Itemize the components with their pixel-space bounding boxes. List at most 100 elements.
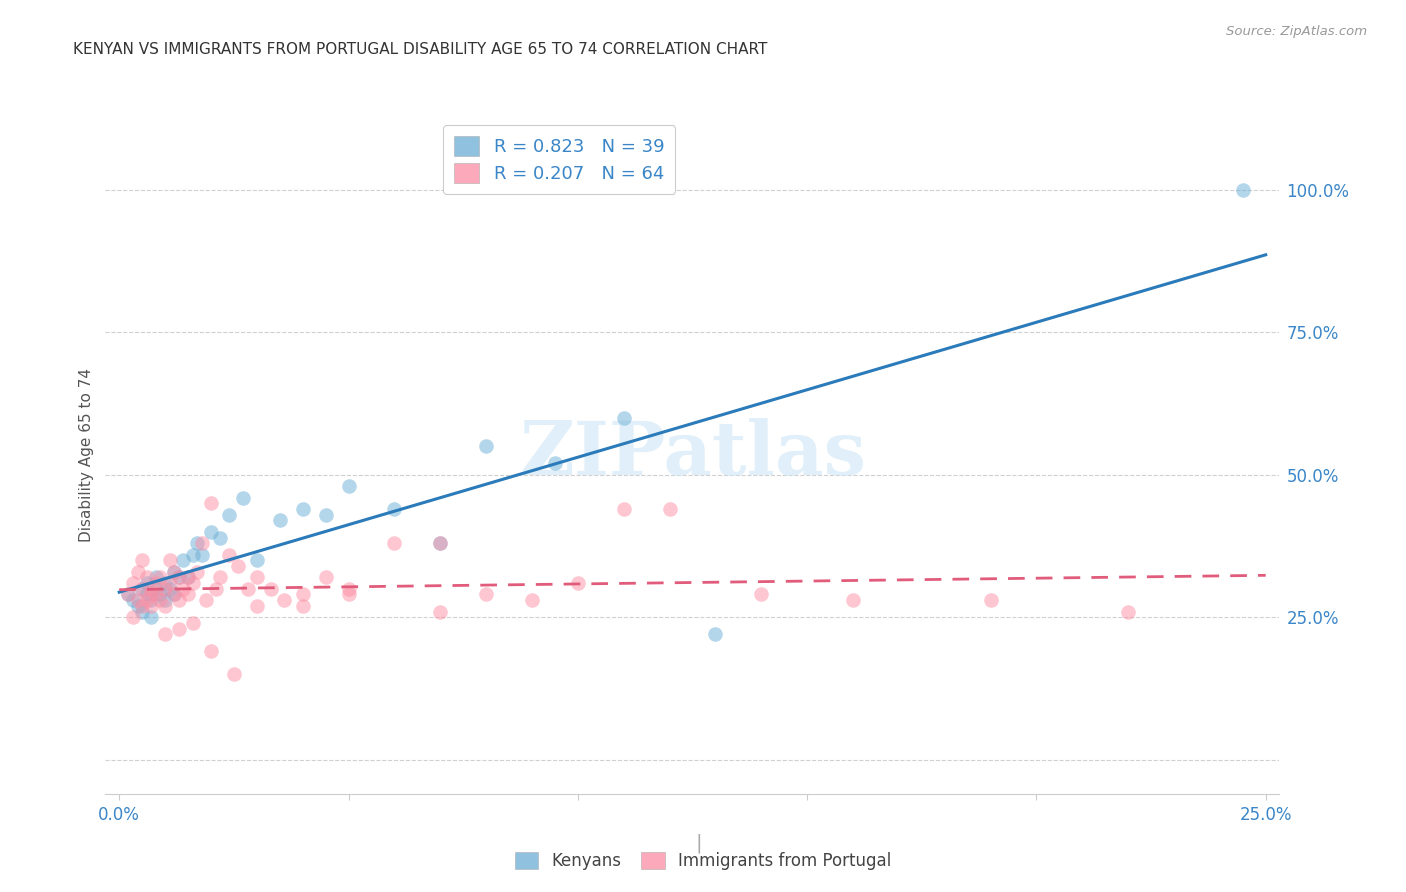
Point [842, 593, 865, 607]
Point [232, 491, 254, 505]
Point [1232, 183, 1254, 197]
Point [172, 582, 194, 596]
Point [259, 582, 281, 596]
Point [382, 502, 405, 516]
Point [337, 479, 360, 493]
Point [135, 587, 157, 601]
Point [269, 513, 291, 527]
Point [209, 531, 232, 545]
Point [704, 627, 727, 641]
Point [186, 565, 208, 579]
Point [153, 627, 176, 641]
Point [236, 582, 259, 596]
Point [135, 570, 157, 584]
Point [141, 599, 163, 613]
Point [200, 644, 222, 658]
Point [315, 508, 337, 522]
Point [167, 622, 190, 636]
Point [117, 587, 139, 601]
Point [429, 536, 451, 550]
Point [177, 587, 200, 601]
Legend: Kenyans, Immigrants from Portugal: Kenyans, Immigrants from Portugal [508, 845, 898, 877]
Point [159, 582, 181, 596]
Legend: R = 0.823   N = 39, R = 0.207   N = 64: R = 0.823 N = 39, R = 0.207 N = 64 [443, 125, 675, 194]
Y-axis label: Disability Age 65 to 74: Disability Age 65 to 74 [79, 368, 94, 542]
Point [163, 565, 186, 579]
Point [131, 582, 153, 596]
Point [520, 593, 543, 607]
Point [429, 536, 451, 550]
Point [141, 587, 163, 601]
Point [122, 576, 145, 591]
Point [567, 576, 589, 591]
Point [149, 587, 172, 601]
Point [544, 457, 567, 471]
Point [749, 587, 772, 601]
Point [337, 587, 360, 601]
Point [122, 593, 145, 607]
Point [222, 667, 245, 681]
Point [131, 605, 153, 619]
Text: Source: ZipAtlas.com: Source: ZipAtlas.com [1226, 25, 1367, 37]
Point [218, 508, 240, 522]
Point [209, 570, 232, 584]
Point [141, 593, 163, 607]
Point [153, 593, 176, 607]
Text: ZIPatlas: ZIPatlas [519, 418, 866, 491]
Point [291, 587, 314, 601]
Point [190, 548, 212, 562]
Point [167, 570, 190, 584]
Point [190, 536, 212, 550]
Point [153, 576, 176, 591]
Point [131, 553, 153, 567]
Point [163, 587, 186, 601]
Point [167, 570, 190, 584]
Point [1116, 605, 1139, 619]
Point [141, 610, 163, 624]
Point [145, 570, 167, 584]
Point [145, 582, 167, 596]
Point [131, 599, 153, 613]
Point [246, 570, 269, 584]
Point [181, 576, 204, 591]
Point [177, 570, 200, 584]
Point [135, 593, 157, 607]
Point [658, 502, 681, 516]
Point [153, 599, 176, 613]
Point [475, 439, 498, 453]
Point [337, 582, 360, 596]
Point [149, 570, 172, 584]
Point [291, 502, 314, 516]
Point [246, 599, 269, 613]
Point [195, 593, 218, 607]
Point [613, 410, 636, 425]
Point [181, 615, 204, 630]
Point [177, 570, 200, 584]
Point [246, 553, 269, 567]
Point [200, 524, 222, 539]
Text: |: | [696, 833, 702, 853]
Point [153, 582, 176, 596]
Point [228, 559, 250, 574]
Point [167, 593, 190, 607]
Point [159, 576, 181, 591]
Point [475, 587, 498, 601]
Point [382, 536, 405, 550]
Point [172, 553, 194, 567]
Point [135, 576, 157, 591]
Point [159, 553, 181, 567]
Point [145, 576, 167, 591]
Point [273, 593, 295, 607]
Point [145, 587, 167, 601]
Point [141, 582, 163, 596]
Point [613, 502, 636, 516]
Point [127, 565, 149, 579]
Text: KENYAN VS IMMIGRANTS FROM PORTUGAL DISABILITY AGE 65 TO 74 CORRELATION CHART: KENYAN VS IMMIGRANTS FROM PORTUGAL DISAB… [73, 42, 768, 56]
Point [181, 548, 204, 562]
Point [200, 496, 222, 510]
Point [149, 593, 172, 607]
Point [291, 599, 314, 613]
Point [122, 610, 145, 624]
Point [980, 593, 1002, 607]
Point [218, 548, 240, 562]
